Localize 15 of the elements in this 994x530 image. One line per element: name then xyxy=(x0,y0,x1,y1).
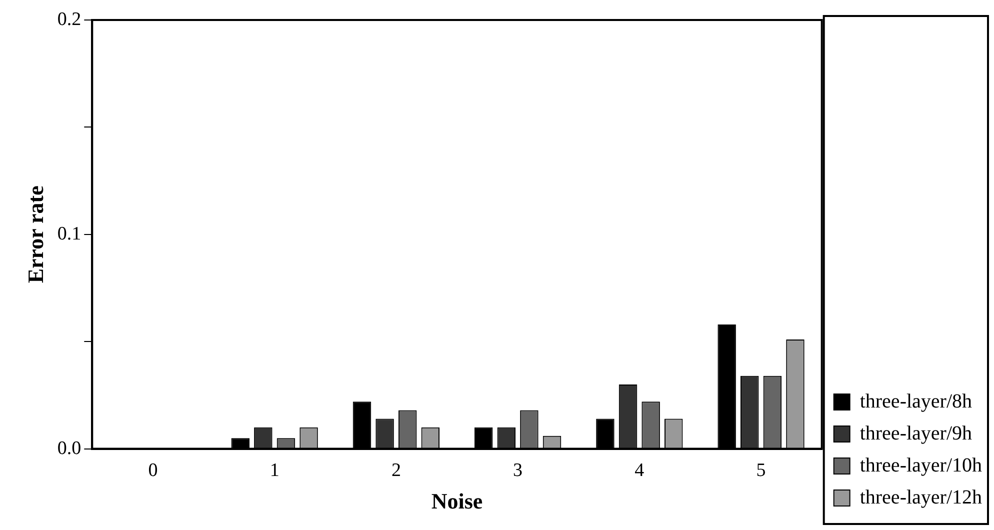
x-tick-label: 2 xyxy=(391,460,401,482)
x-tick-label: 5 xyxy=(756,460,766,482)
y-tick-label: 0.2 xyxy=(57,8,82,30)
legend-label: three-layer/8h xyxy=(860,390,972,412)
x-axis-title: Noise xyxy=(431,488,483,514)
y-axis-title: Error rate xyxy=(22,185,48,284)
x-tick-label: 1 xyxy=(270,460,280,482)
x-tick-label: 4 xyxy=(634,460,645,482)
y-tick-label: 0.1 xyxy=(57,223,82,244)
y-tick-label: 0.0 xyxy=(57,438,82,459)
legend-label: three-layer/9h xyxy=(860,422,972,444)
x-tick-label: 0 xyxy=(148,460,158,482)
legend-label: three-layer/10h xyxy=(860,454,982,476)
legend-label: three-layer/12h xyxy=(860,486,982,508)
x-tick-label: 3 xyxy=(513,460,523,482)
